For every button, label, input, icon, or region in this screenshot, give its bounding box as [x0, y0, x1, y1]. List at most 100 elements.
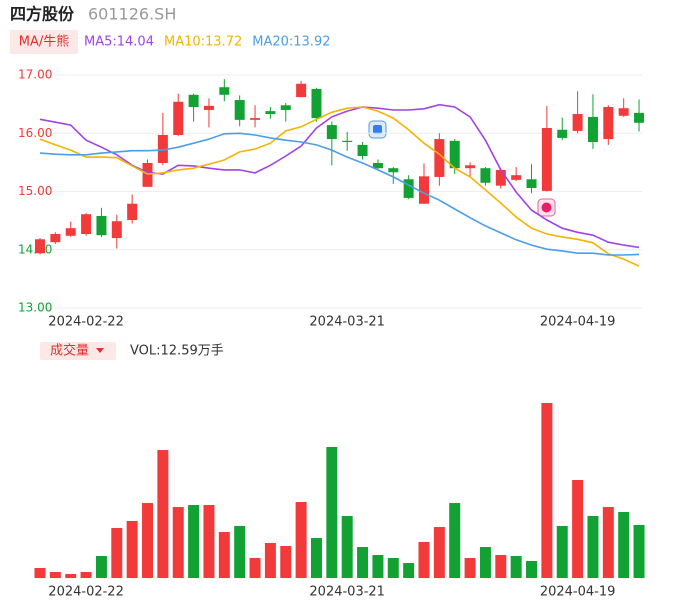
candle-body — [587, 116, 598, 142]
y-tick-label: 15.00 — [18, 184, 52, 198]
volume-label: VOL:12.59万手 — [130, 344, 224, 359]
x-tick-label: 2024-03-21 — [309, 315, 385, 330]
candle-body — [526, 179, 537, 189]
volume-bar — [126, 520, 138, 578]
candle-body — [449, 140, 460, 169]
candle-body — [465, 165, 476, 169]
ma-line — [39, 106, 640, 267]
volume-bar — [433, 527, 445, 578]
volume-bar — [80, 571, 92, 578]
volume-bar — [310, 538, 322, 578]
candle-body — [372, 162, 383, 169]
volume-button[interactable]: 成交量 — [50, 343, 89, 359]
volume-bar — [418, 542, 430, 578]
volume-bar — [587, 515, 599, 578]
candle-body — [326, 125, 337, 140]
candle-body — [50, 234, 61, 243]
candle-body — [157, 134, 168, 163]
ma-button-bg[interactable] — [10, 30, 78, 54]
candle-body — [234, 100, 245, 120]
chart-title: 四方股份 — [10, 5, 75, 24]
candle-body — [250, 118, 261, 120]
y-tick-label: 16.00 — [18, 126, 52, 140]
volume-bar — [479, 547, 491, 578]
volume-bar — [65, 574, 77, 578]
candle-body — [480, 168, 491, 183]
volume-bar — [495, 555, 507, 578]
volume-bar — [203, 505, 215, 578]
candle-body — [127, 203, 138, 221]
volume-bar — [295, 502, 307, 578]
legend-label: MA10:13.72 — [164, 35, 242, 50]
volume-bar — [264, 543, 276, 578]
legend-label: MA5:14.04 — [84, 35, 154, 50]
volume-bar — [372, 555, 384, 578]
candle-body — [96, 215, 107, 236]
volume-bar — [357, 547, 369, 578]
volume-bar — [633, 524, 645, 578]
volume-bar — [572, 479, 584, 578]
signal-icon — [368, 120, 387, 139]
x-tick-label: 2024-03-21 — [309, 585, 385, 600]
ma-line — [39, 132, 640, 256]
candle-body — [572, 114, 583, 131]
candle-body — [65, 228, 76, 236]
dropdown-arrow — [96, 348, 104, 353]
candle-body — [280, 105, 291, 110]
candle-body — [495, 169, 506, 186]
x-tick-label: 2024-04-19 — [540, 315, 616, 330]
candle-body — [618, 108, 629, 116]
candle-body — [265, 111, 276, 115]
candle-body — [111, 221, 122, 239]
candle-body — [203, 105, 214, 110]
ma-line — [39, 103, 640, 249]
candle-body — [419, 176, 429, 204]
candle-body — [434, 139, 445, 177]
candle-body — [557, 129, 568, 138]
volume-bar — [602, 507, 614, 578]
volume-bar — [49, 571, 61, 578]
volume-bar — [510, 555, 522, 578]
candle-body — [35, 239, 45, 254]
candle-body — [81, 214, 92, 235]
x-tick-label: 2024-02-22 — [48, 585, 124, 600]
candle-body — [142, 162, 153, 187]
candle-body — [188, 94, 199, 108]
volume-bar — [556, 526, 568, 578]
x-tick-label: 2024-04-19 — [540, 585, 616, 600]
volume-bar — [541, 403, 553, 578]
candle-body — [173, 101, 184, 135]
volume-bar — [464, 558, 476, 578]
volume-bar — [234, 526, 246, 578]
candle-body — [388, 168, 399, 173]
candle-body — [311, 88, 322, 119]
volume-bar — [526, 560, 538, 578]
candle-body — [296, 83, 307, 98]
volume-bar — [142, 503, 154, 578]
volume-bar — [341, 515, 353, 578]
volume-bar — [157, 450, 169, 578]
candle-body — [219, 87, 230, 95]
candle-body — [342, 140, 353, 142]
volume-bar — [111, 527, 123, 578]
volume-bar — [172, 507, 184, 578]
volume-bar — [326, 446, 338, 578]
x-tick-label: 2024-02-22 — [48, 315, 124, 330]
volume-bar — [387, 558, 399, 578]
signal-icon — [537, 198, 556, 217]
candle-body — [603, 107, 614, 140]
ma-button[interactable]: MA/牛熊 — [19, 34, 70, 50]
volume-bar — [449, 503, 461, 578]
volume-bar — [280, 546, 292, 578]
volume-bar — [249, 558, 261, 578]
candle-body — [357, 144, 368, 156]
candle-body — [541, 128, 552, 191]
volume-bar — [618, 511, 630, 578]
candle-body — [403, 179, 414, 198]
volume-bar — [403, 563, 415, 578]
volume-bar — [218, 531, 230, 578]
volume-button-bg[interactable] — [40, 342, 116, 360]
y-tick-label: 13.00 — [18, 301, 52, 315]
candle-body — [634, 112, 645, 123]
